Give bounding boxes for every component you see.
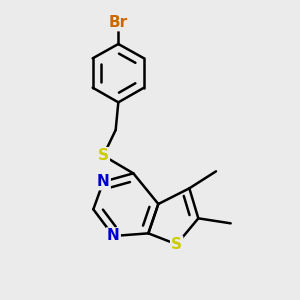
Text: S: S: [171, 237, 182, 252]
Text: N: N: [97, 174, 110, 189]
Text: Br: Br: [109, 15, 128, 30]
Text: S: S: [98, 148, 109, 163]
Text: N: N: [107, 229, 120, 244]
